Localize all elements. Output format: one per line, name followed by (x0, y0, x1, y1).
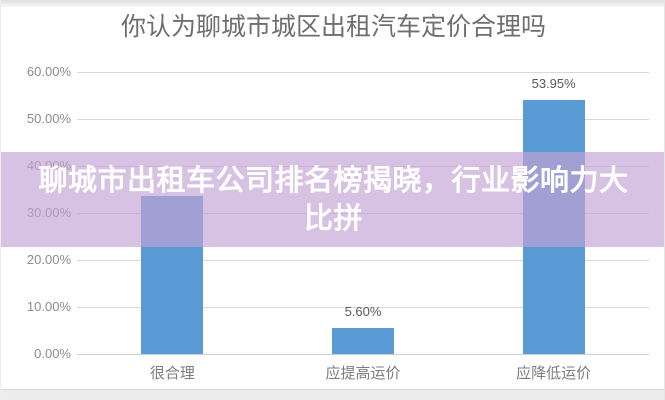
bar-value-label: 5.60% (344, 303, 382, 319)
gridline (77, 353, 649, 355)
chart-title: 你认为聊城市城区出租汽车定价合理吗 (120, 14, 546, 41)
y-axis-tick-label: 60.00% (26, 64, 71, 79)
x-axis-category-label: 应提高运价 (325, 365, 401, 382)
y-axis-tick-label: 0.00% (34, 346, 71, 361)
gridline (77, 118, 649, 120)
y-axis-tick-label: 10.00% (26, 299, 71, 314)
window-top-band (1, 0, 664, 7)
bar (332, 327, 394, 354)
y-axis-tick-label: 20.00% (26, 252, 71, 267)
window-bottom-band (1, 389, 664, 400)
headline-banner-overlay: 聊城市出租车公司排名榜揭晓，行业影响力大比拼 (1, 152, 664, 247)
banner-headline-text: 聊城市出租车公司排名榜揭晓，行业影响力大比拼 (38, 164, 629, 235)
bar-value-label: 53.95% (531, 76, 576, 92)
x-axis-category-label: 应降低运价 (516, 365, 592, 382)
gridline (77, 259, 649, 261)
gridline (77, 71, 649, 73)
gridline (77, 306, 649, 308)
y-axis-tick-label: 50.00% (26, 111, 71, 126)
x-axis-category-label: 很合理 (149, 365, 195, 382)
